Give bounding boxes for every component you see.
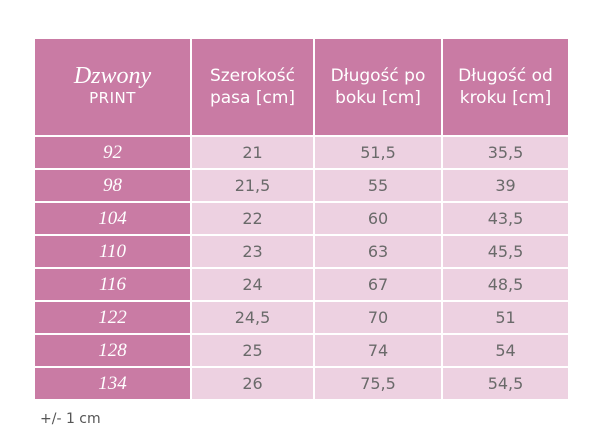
value-cell: 26: [190, 366, 315, 401]
value-cell: 55: [313, 168, 443, 203]
size-cell: 110: [33, 234, 192, 269]
value-cell: 51: [441, 300, 570, 335]
size-table: Dzwony PRINT Szerokość pasa [cm] Długość p…: [33, 37, 570, 401]
table-row: 128 25 74 54: [33, 333, 570, 368]
size-cell: 104: [33, 201, 192, 236]
table-row: 98 21,5 55 39: [33, 168, 570, 203]
value-cell: 21,5: [190, 168, 315, 203]
brand: Dzwony: [73, 63, 152, 89]
brand-cell: Dzwony PRINT: [33, 37, 192, 137]
table-row: 122 24,5 70 51: [33, 300, 570, 335]
value-cell: 70: [313, 300, 443, 335]
value-cell: 54,5: [441, 366, 570, 401]
value-cell: 74: [313, 333, 443, 368]
value-cell: 24: [190, 267, 315, 302]
size-cell: 116: [33, 267, 192, 302]
value-cell: 48,5: [441, 267, 570, 302]
value-cell: 23: [190, 234, 315, 269]
value-cell: 25: [190, 333, 315, 368]
value-cell: 54: [441, 333, 570, 368]
value-cell: 60: [313, 201, 443, 236]
table-row: 104 22 60 43,5: [33, 201, 570, 236]
value-cell: 39: [441, 168, 570, 203]
value-cell: 63: [313, 234, 443, 269]
table-row: 110 23 63 45,5: [33, 234, 570, 269]
table-row: 116 24 67 48,5: [33, 267, 570, 302]
table-body: 92 21 51,5 35,5 98 21,5 55 39 104 22 60 43,5 110 23 63…: [33, 135, 570, 401]
header-row: Dzwony PRINT Szerokość pasa [cm] Długość p…: [33, 37, 570, 137]
size-cell: 128: [33, 333, 192, 368]
size-cell: 122: [33, 300, 192, 335]
table-row: 92 21 51,5 35,5: [33, 135, 570, 170]
column-header: Długość od kroku [cm]: [441, 37, 570, 137]
column-header: Szerokość pasa [cm]: [190, 37, 315, 137]
value-cell: 43,5: [441, 201, 570, 236]
size-cell: 98: [33, 168, 192, 203]
subtitle: PRINT: [89, 89, 136, 107]
table-row: 134 26 75,5 54,5: [33, 366, 570, 401]
value-cell: 24,5: [190, 300, 315, 335]
size-cell: 134: [33, 366, 192, 401]
value-cell: 67: [313, 267, 443, 302]
value-cell: 45,5: [441, 234, 570, 269]
value-cell: 75,5: [313, 366, 443, 401]
value-cell: 51,5: [313, 135, 443, 170]
value-cell: 35,5: [441, 135, 570, 170]
size-cell: 92: [33, 135, 192, 170]
value-cell: 22: [190, 201, 315, 236]
value-cell: 21: [190, 135, 315, 170]
column-header: Długość po boku [cm]: [313, 37, 443, 137]
footnote: +/- 1 cm: [40, 411, 101, 427]
